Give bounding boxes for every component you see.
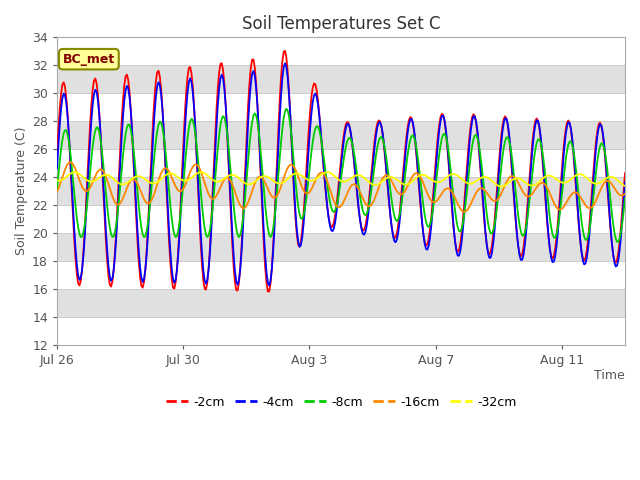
Bar [57, 149, 625, 177]
Bar [57, 317, 625, 345]
Bar [57, 65, 625, 93]
Bar [57, 93, 625, 121]
Text: BC_met: BC_met [63, 53, 115, 66]
Legend: -2cm, -4cm, -8cm, -16cm, -32cm: -2cm, -4cm, -8cm, -16cm, -32cm [161, 391, 522, 414]
Bar [57, 233, 625, 261]
Bar [57, 288, 625, 317]
Bar [57, 177, 625, 205]
Bar [57, 37, 625, 65]
Title: Soil Temperatures Set C: Soil Temperatures Set C [242, 15, 440, 33]
Y-axis label: Soil Temperature (C): Soil Temperature (C) [15, 127, 28, 255]
Text: Time: Time [595, 369, 625, 382]
Bar [57, 205, 625, 233]
Bar [57, 261, 625, 288]
Bar [57, 121, 625, 149]
